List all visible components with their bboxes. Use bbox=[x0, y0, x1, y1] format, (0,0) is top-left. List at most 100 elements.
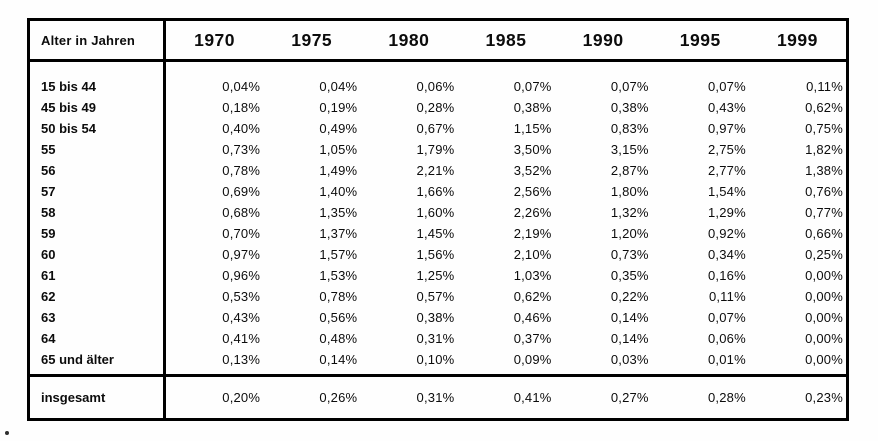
cell-value: 0,38% bbox=[513, 100, 552, 115]
cell-value: 1,45% bbox=[416, 226, 455, 241]
cell-value: 2,87% bbox=[610, 163, 649, 178]
cell-value: 0,41% bbox=[222, 331, 261, 346]
cell-value: 0,40% bbox=[222, 121, 261, 136]
cell-value: 0,46% bbox=[513, 310, 552, 325]
cell-value: 2,19% bbox=[513, 226, 552, 241]
cell-value: 0,25% bbox=[805, 247, 843, 262]
cell-value: 0,43% bbox=[707, 100, 746, 115]
cell-value: 0,14% bbox=[319, 352, 358, 367]
cell-value: 0,38% bbox=[610, 100, 649, 115]
cell-value: 0,31% bbox=[416, 331, 455, 346]
column-divider bbox=[163, 21, 166, 418]
cell-value: 0,07% bbox=[513, 79, 552, 94]
row-label: 50 bis 54 bbox=[41, 121, 96, 136]
total-row: insgesamt 0,20% 0,26% 0,31% 0,41% 0,27% 0,28% 0… bbox=[30, 374, 846, 418]
table-row: 61 0,96% 1,53% 1,25% 1,03% 0,35% 0,16% 0,00% bbox=[30, 265, 846, 286]
row-label: 58 bbox=[41, 205, 56, 220]
cell-value: 3,50% bbox=[513, 142, 552, 157]
cell-value: 0,77% bbox=[805, 205, 843, 220]
total-value: 0,20% bbox=[222, 390, 261, 405]
row-label: 61 bbox=[41, 268, 56, 283]
cell-value: 1,15% bbox=[513, 121, 552, 136]
cell-value: 0,70% bbox=[222, 226, 261, 241]
cell-value: 1,03% bbox=[513, 268, 552, 283]
table-row: 50 bis 54 0,40% 0,49% 0,67% 1,15% 0,83% 0,97% 0… bbox=[30, 118, 846, 139]
cell-value: 0,73% bbox=[610, 247, 649, 262]
row-label: 15 bis 44 bbox=[41, 79, 96, 94]
cell-value: 0,67% bbox=[416, 121, 455, 136]
year-column-header: 1999 bbox=[776, 29, 818, 50]
year-header-cells: 1970 1975 1980 1985 1990 1995 1999 bbox=[166, 21, 846, 59]
row-label: 57 bbox=[41, 184, 56, 199]
cell-value: 0,68% bbox=[222, 205, 261, 220]
year-column-header: 1975 bbox=[291, 29, 333, 50]
cell-value: 1,20% bbox=[610, 226, 649, 241]
cell-value: 3,15% bbox=[610, 142, 649, 157]
cell-value: 0,66% bbox=[805, 226, 843, 241]
cell-value: 0,22% bbox=[610, 289, 649, 304]
cell-value: 2,26% bbox=[513, 205, 552, 220]
cell-value: 0,01% bbox=[707, 352, 746, 367]
cell-value: 0,00% bbox=[805, 310, 843, 325]
cell-value: 0,13% bbox=[222, 352, 261, 367]
total-value: 0,31% bbox=[416, 390, 455, 405]
cell-value: 0,69% bbox=[222, 184, 261, 199]
table-row: 64 0,41% 0,48% 0,31% 0,37% 0,14% 0,06% 0,00% bbox=[30, 328, 846, 349]
table-row: 62 0,53% 0,78% 0,57% 0,62% 0,22% 0,11% 0,00% bbox=[30, 286, 846, 307]
row-label: 62 bbox=[41, 289, 56, 304]
cell-value: 1,53% bbox=[319, 268, 358, 283]
cell-value: 0,19% bbox=[319, 100, 358, 115]
row-label: 64 bbox=[41, 331, 56, 346]
cell-value: 0,78% bbox=[222, 163, 261, 178]
table-row: 15 bis 44 0,04% 0,04% 0,06% 0,07% 0,07% 0,07% 0… bbox=[30, 76, 846, 97]
table-body: 15 bis 44 0,04% 0,04% 0,06% 0,07% 0,07% 0,07% 0… bbox=[30, 62, 846, 374]
cell-value: 0,07% bbox=[610, 79, 649, 94]
table-row: 65 und älter 0,13% 0,14% 0,10% 0,09% 0,03% 0,0… bbox=[30, 349, 846, 370]
cell-value: 0,16% bbox=[707, 268, 746, 283]
cell-value: 0,09% bbox=[513, 352, 552, 367]
table-row: 63 0,43% 0,56% 0,38% 0,46% 0,14% 0,07% 0,00% bbox=[30, 307, 846, 328]
cell-value: 1,32% bbox=[610, 205, 649, 220]
cell-value: 0,03% bbox=[610, 352, 649, 367]
table-row: 56 0,78% 1,49% 2,21% 3,52% 2,87% 2,77% 1,38% bbox=[30, 160, 846, 181]
year-column-header: 1985 bbox=[485, 29, 527, 50]
cell-value: 0,78% bbox=[319, 289, 358, 304]
cell-value: 0,37% bbox=[513, 331, 552, 346]
cell-value: 0,18% bbox=[222, 100, 261, 115]
row-label: 60 bbox=[41, 247, 56, 262]
row-label: 63 bbox=[41, 310, 56, 325]
cell-value: 1,25% bbox=[416, 268, 455, 283]
table-row: 57 0,69% 1,40% 1,66% 2,56% 1,80% 1,54% 0,76% bbox=[30, 181, 846, 202]
cell-value: 2,10% bbox=[513, 247, 552, 262]
cell-value: 0,07% bbox=[707, 79, 746, 94]
cell-value: 1,60% bbox=[416, 205, 455, 220]
cell-value: 0,62% bbox=[805, 100, 843, 115]
year-column-header: 1995 bbox=[679, 29, 721, 50]
cell-value: 0,34% bbox=[707, 247, 746, 262]
cell-value: 0,14% bbox=[610, 331, 649, 346]
cell-value: 1,79% bbox=[416, 142, 455, 157]
table-row: 59 0,70% 1,37% 1,45% 2,19% 1,20% 0,92% 0,66% bbox=[30, 223, 846, 244]
cell-value: 0,83% bbox=[610, 121, 649, 136]
cell-value: 0,07% bbox=[707, 310, 746, 325]
cell-value: 2,21% bbox=[416, 163, 455, 178]
cell-value: 0,10% bbox=[416, 352, 455, 367]
cell-value: 0,73% bbox=[222, 142, 261, 157]
age-year-table: Alter in Jahren 1970 1975 1980 1985 1990 1995… bbox=[27, 18, 849, 421]
total-value: 0,41% bbox=[513, 390, 552, 405]
cell-value: 1,05% bbox=[319, 142, 358, 157]
cell-value: 1,29% bbox=[707, 205, 746, 220]
cell-value: 0,00% bbox=[805, 331, 843, 346]
scan-artifact-dot bbox=[5, 431, 9, 435]
cell-value: 0,62% bbox=[513, 289, 552, 304]
cell-value: 2,75% bbox=[707, 142, 746, 157]
cell-value: 0,53% bbox=[222, 289, 261, 304]
year-column-header: 1980 bbox=[388, 29, 430, 50]
cell-value: 0,76% bbox=[805, 184, 843, 199]
cell-value: 0,43% bbox=[222, 310, 261, 325]
cell-value: 0,35% bbox=[610, 268, 649, 283]
cell-value: 1,57% bbox=[319, 247, 358, 262]
cell-value: 1,82% bbox=[805, 142, 843, 157]
cell-value: 0,49% bbox=[319, 121, 358, 136]
